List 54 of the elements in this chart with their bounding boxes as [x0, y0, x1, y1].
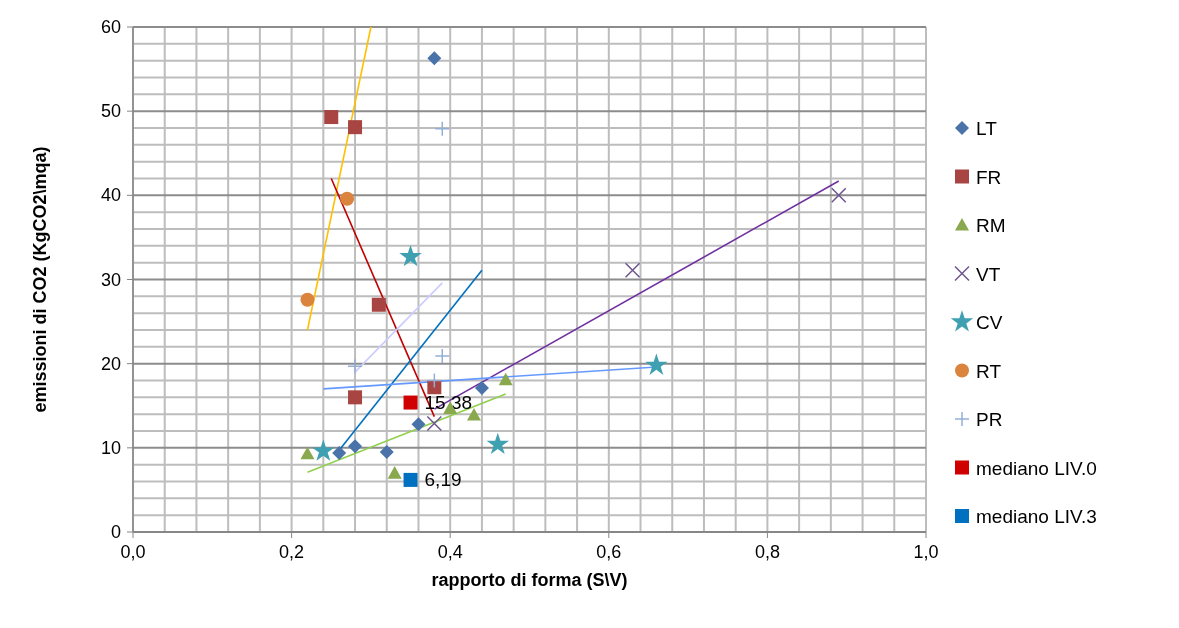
- y-tick-label: 60: [100, 17, 121, 37]
- y-tick-label: 0: [110, 522, 121, 542]
- point: [348, 390, 363, 405]
- legend-label: RT: [976, 360, 1002, 382]
- x-tick-label: 0,2: [279, 542, 305, 562]
- y-tick-label: 10: [100, 437, 121, 458]
- point: [411, 417, 426, 432]
- point: [434, 348, 451, 364]
- point: [474, 381, 489, 396]
- x-tick-label: 1,0: [913, 542, 939, 562]
- point: [300, 446, 315, 460]
- point: [371, 297, 386, 312]
- x-tick-label: 0,8: [754, 542, 780, 562]
- legend-label: PR: [976, 409, 1003, 430]
- x-tick-label: 0,6: [596, 542, 622, 562]
- point: [347, 358, 363, 374]
- x-tick-label: 0,4: [437, 542, 463, 562]
- point: [486, 432, 510, 455]
- point: [324, 110, 339, 125]
- legend-label: LT: [976, 118, 998, 139]
- point: [434, 121, 451, 137]
- point: [426, 415, 443, 432]
- point: [426, 372, 443, 389]
- y-tick-label: 20: [100, 353, 121, 374]
- point: [831, 187, 847, 204]
- y-tick-label: 40: [100, 185, 121, 206]
- point: [379, 445, 394, 460]
- point: [332, 445, 347, 460]
- point: [399, 244, 422, 267]
- legend-label: mediano LIV.0: [976, 457, 1097, 479]
- point: [340, 191, 355, 206]
- y-axis-title: emissioni di CO2 (KgCO2\mqa): [30, 146, 50, 413]
- point: [645, 353, 668, 375]
- legend-label: CV: [976, 312, 1003, 333]
- point: [466, 408, 481, 421]
- data-label: 6,19: [424, 468, 462, 490]
- legend-label: VT: [976, 263, 1001, 285]
- point: [300, 292, 315, 307]
- y-tick-label: 30: [100, 269, 121, 290]
- point: [348, 439, 363, 454]
- point: [427, 51, 442, 66]
- legend-label: RM: [976, 215, 1006, 236]
- x-tick-label: 0,0: [120, 542, 146, 562]
- point: [624, 262, 641, 278]
- point: [387, 466, 402, 479]
- point: [403, 472, 418, 487]
- point: [403, 395, 418, 410]
- legend-label: mediano LIV.3: [976, 506, 1097, 527]
- y-tick-label: 50: [100, 101, 121, 122]
- point: [498, 372, 513, 386]
- point: [312, 439, 335, 461]
- point: [348, 120, 363, 135]
- legend-label: FR: [976, 166, 1002, 188]
- x-axis-title: rapporto di forma (S\V): [431, 570, 628, 590]
